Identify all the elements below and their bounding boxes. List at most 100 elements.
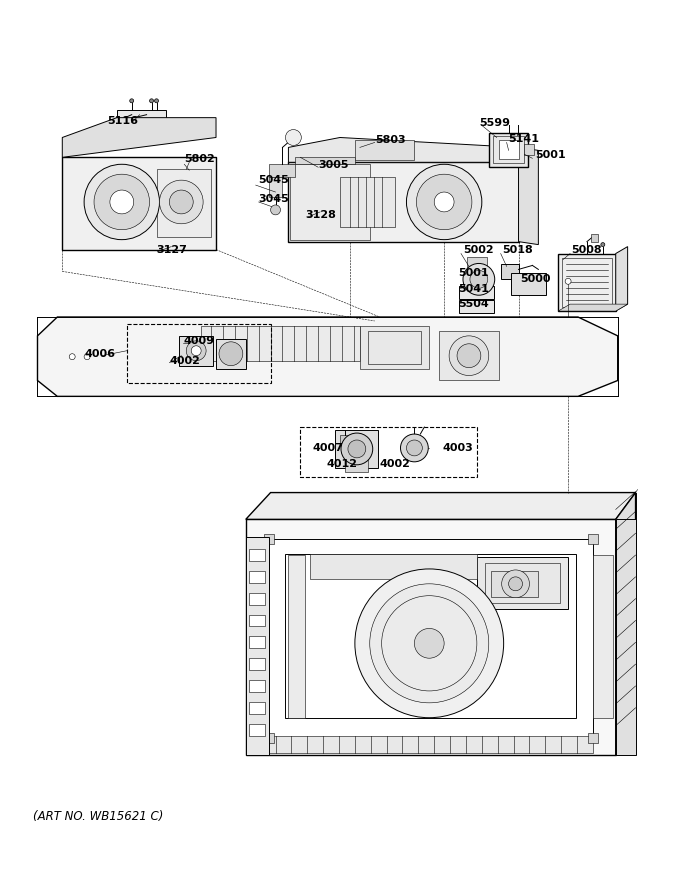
Polygon shape (591, 234, 598, 242)
Polygon shape (249, 658, 265, 670)
Polygon shape (615, 246, 628, 311)
Polygon shape (593, 555, 613, 718)
Text: 5802: 5802 (184, 154, 215, 165)
Polygon shape (269, 736, 593, 753)
Text: 5504: 5504 (458, 299, 489, 309)
Circle shape (84, 354, 90, 360)
Polygon shape (37, 317, 617, 396)
Polygon shape (63, 158, 216, 250)
Polygon shape (63, 118, 216, 158)
Circle shape (160, 180, 203, 224)
Circle shape (435, 192, 454, 212)
Text: 5141: 5141 (509, 135, 540, 144)
Text: 4007: 4007 (312, 443, 343, 453)
Circle shape (401, 434, 428, 462)
Polygon shape (310, 554, 477, 579)
Polygon shape (588, 732, 598, 743)
Circle shape (110, 190, 134, 214)
Text: 4002: 4002 (379, 458, 411, 469)
Text: 5002: 5002 (463, 245, 494, 254)
Polygon shape (335, 430, 377, 468)
Polygon shape (180, 336, 213, 365)
Polygon shape (500, 265, 519, 279)
Text: 5000: 5000 (520, 275, 551, 284)
Circle shape (407, 165, 482, 239)
Polygon shape (269, 539, 593, 737)
Text: 3128: 3128 (305, 209, 336, 220)
Text: 4012: 4012 (326, 458, 357, 469)
Polygon shape (498, 141, 519, 159)
Text: 5018: 5018 (503, 245, 533, 254)
Circle shape (601, 243, 605, 246)
Polygon shape (477, 557, 568, 609)
Text: 5116: 5116 (107, 115, 138, 126)
Circle shape (416, 174, 472, 230)
Polygon shape (264, 534, 273, 544)
Circle shape (449, 336, 489, 376)
Polygon shape (439, 331, 498, 380)
Polygon shape (288, 555, 305, 718)
Circle shape (150, 99, 154, 103)
Polygon shape (615, 519, 636, 755)
Text: 4002: 4002 (169, 356, 201, 366)
Circle shape (370, 583, 489, 703)
Polygon shape (558, 253, 615, 311)
Circle shape (502, 570, 530, 598)
Circle shape (84, 165, 160, 239)
Polygon shape (269, 165, 295, 177)
Polygon shape (249, 614, 265, 627)
Circle shape (169, 190, 193, 214)
Polygon shape (524, 144, 534, 156)
Polygon shape (615, 493, 636, 755)
Polygon shape (511, 274, 546, 295)
Circle shape (565, 278, 571, 284)
Text: 3127: 3127 (156, 245, 188, 254)
Text: 5041: 5041 (458, 284, 489, 294)
Polygon shape (249, 549, 265, 561)
Polygon shape (459, 286, 494, 299)
Circle shape (219, 341, 243, 365)
Text: 5001: 5001 (458, 268, 489, 278)
Polygon shape (491, 571, 539, 597)
Polygon shape (201, 326, 360, 361)
Text: (ART NO. WB15621 C): (ART NO. WB15621 C) (33, 810, 163, 824)
Polygon shape (216, 339, 245, 369)
Polygon shape (519, 148, 539, 245)
Polygon shape (345, 456, 368, 472)
Circle shape (154, 99, 158, 103)
Polygon shape (340, 435, 350, 443)
Polygon shape (467, 256, 487, 271)
Circle shape (414, 628, 444, 658)
Polygon shape (295, 158, 355, 165)
Polygon shape (249, 702, 265, 714)
Circle shape (470, 270, 488, 289)
Text: 4003: 4003 (442, 443, 473, 453)
Circle shape (341, 433, 373, 465)
Polygon shape (288, 162, 519, 242)
Circle shape (69, 354, 75, 360)
Polygon shape (264, 732, 273, 743)
Polygon shape (286, 554, 576, 718)
Circle shape (191, 346, 201, 356)
Circle shape (355, 569, 504, 718)
Circle shape (463, 263, 495, 295)
Polygon shape (489, 133, 528, 167)
Circle shape (457, 344, 481, 368)
Circle shape (130, 99, 134, 103)
Text: 5001: 5001 (535, 150, 566, 160)
Polygon shape (156, 169, 211, 237)
Circle shape (509, 577, 522, 590)
Circle shape (271, 205, 280, 215)
Polygon shape (245, 493, 636, 519)
Polygon shape (459, 300, 494, 313)
Polygon shape (249, 723, 265, 736)
Circle shape (94, 174, 150, 230)
Polygon shape (558, 304, 628, 311)
Polygon shape (249, 680, 265, 692)
Text: 5008: 5008 (571, 245, 602, 254)
Polygon shape (360, 326, 429, 369)
Polygon shape (269, 177, 282, 197)
Polygon shape (588, 534, 598, 544)
Polygon shape (340, 177, 394, 227)
Text: 4009: 4009 (184, 336, 214, 346)
